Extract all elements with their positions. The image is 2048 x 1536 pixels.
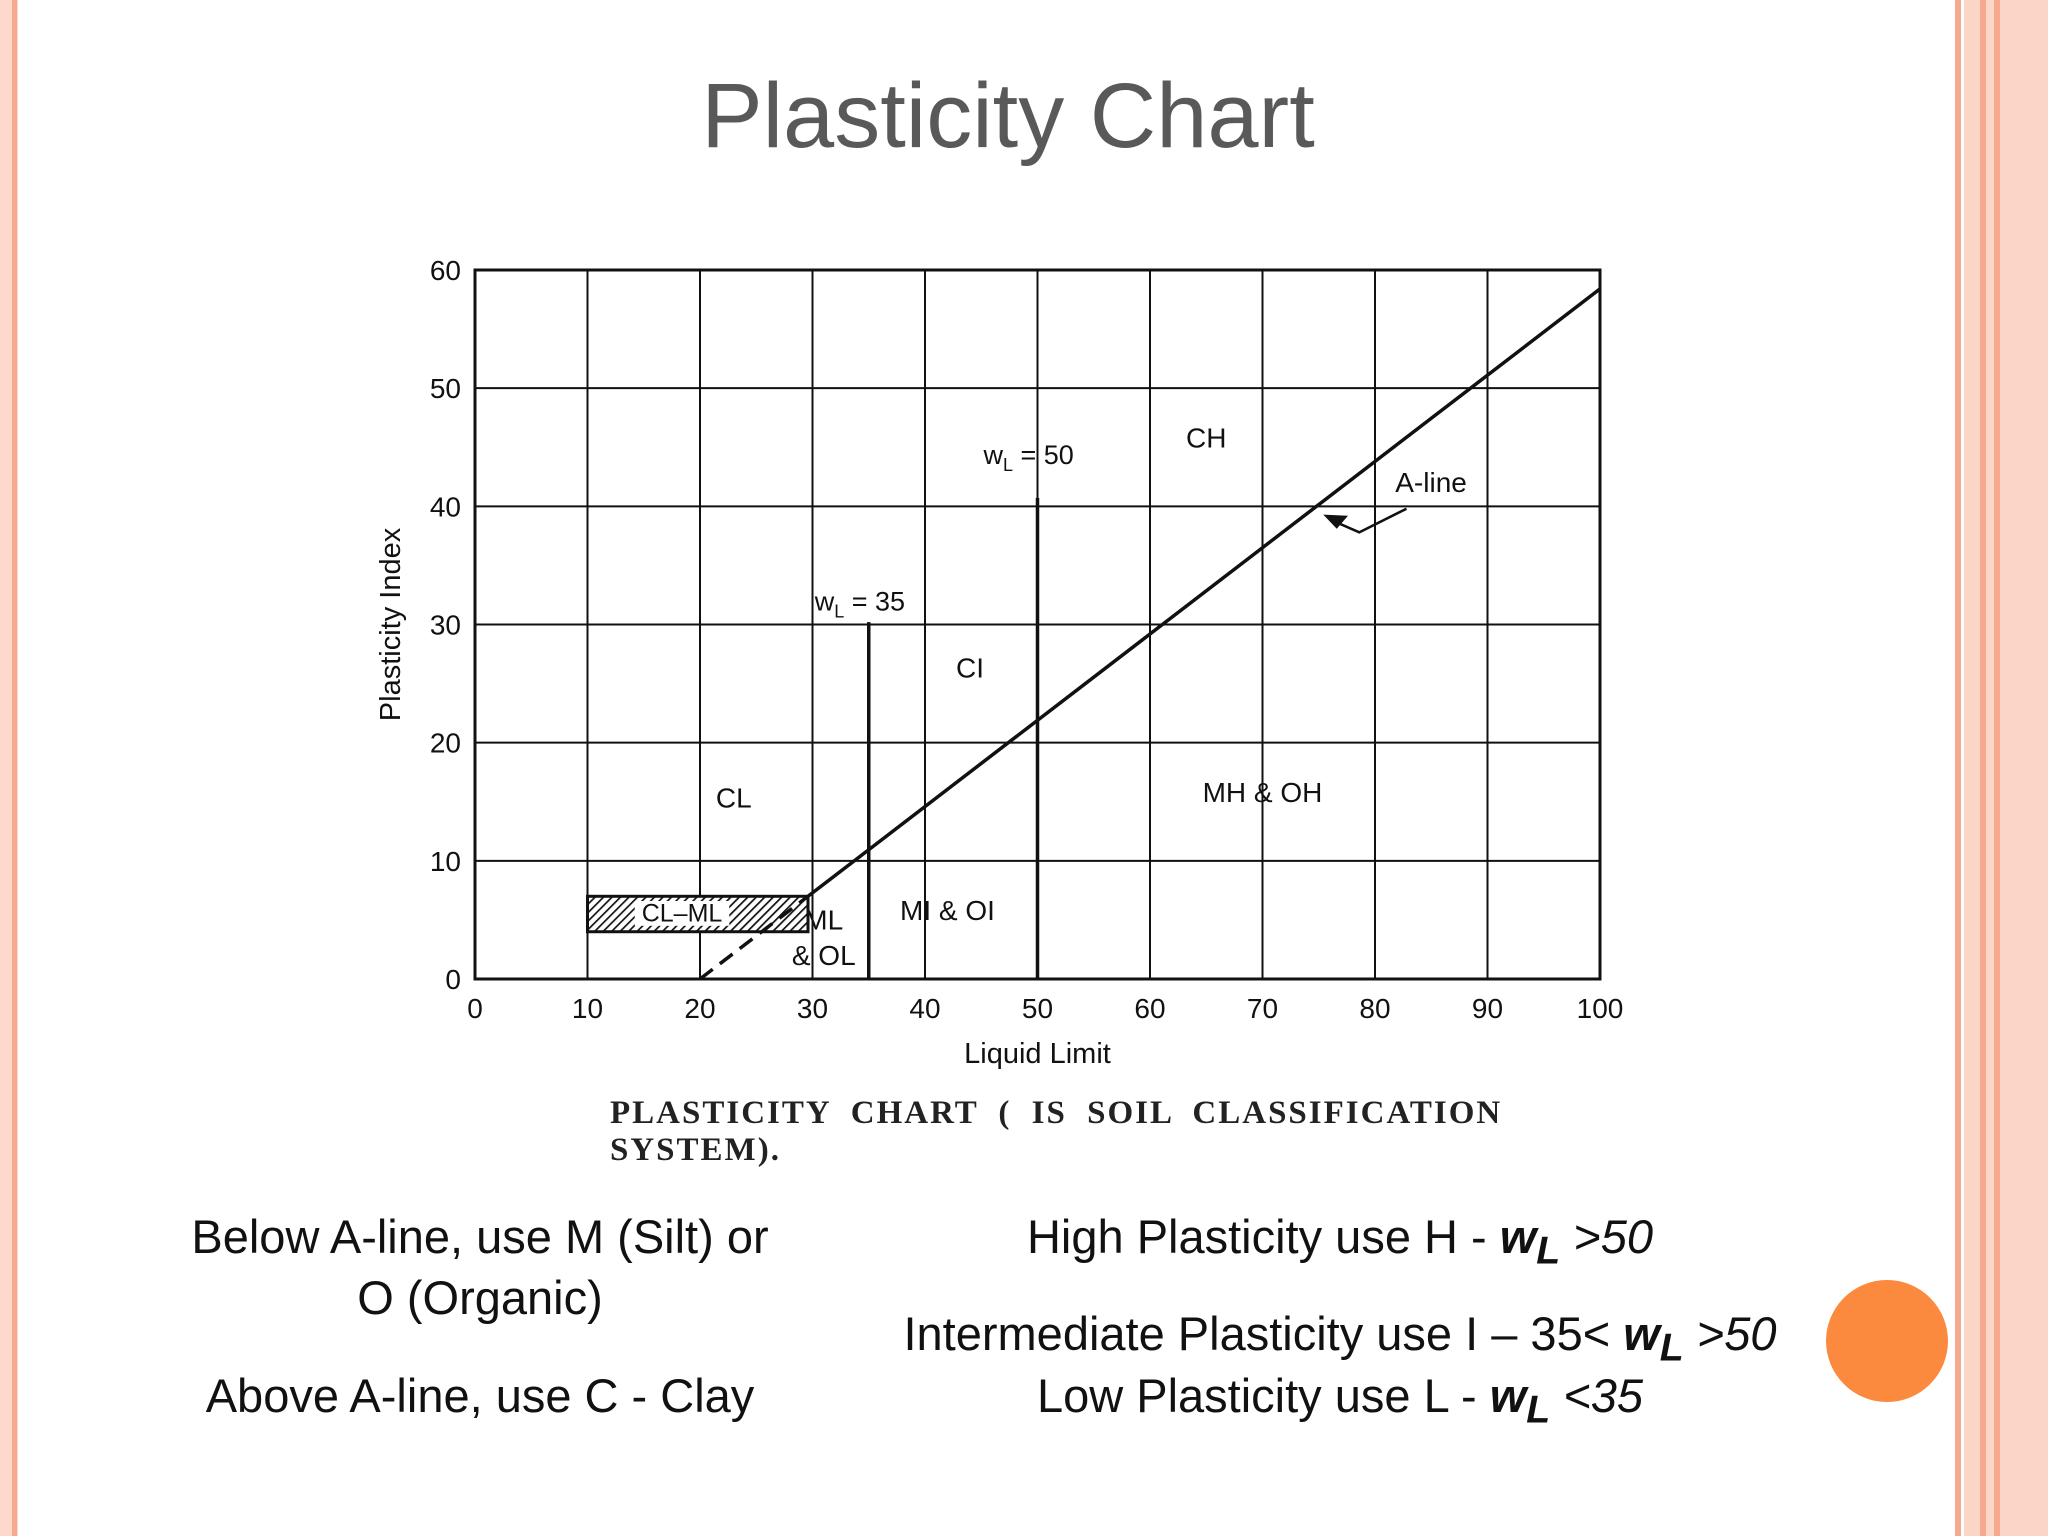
a-line-arrowhead [1323, 514, 1348, 529]
wl-label-50: wL = 50 [983, 440, 1074, 475]
x-tick-label-70: 70 [1247, 993, 1278, 1024]
note-high-sub: L [1536, 1229, 1561, 1273]
note-high-suffix: >50 [1560, 1210, 1654, 1263]
left-border-line [12, 0, 17, 1536]
x-tick-label-20: 20 [684, 993, 715, 1024]
cl-ml-label: CL–ML [642, 900, 723, 928]
a-line [806, 287, 1602, 898]
note-low-suffix: <35 [1550, 1369, 1644, 1422]
note-left-line1: Below A-line, use M (Silt) or [191, 1210, 769, 1263]
a-line-pointer [1331, 507, 1408, 534]
note-inter-prefix: Intermediate Plasticity use I – 35< [903, 1307, 1624, 1360]
region-label-mh-oh: MH & OH [1203, 777, 1323, 808]
a-line-dashed-segment [698, 894, 810, 981]
note-high-plasticity: High Plasticity use H - wL >50 [950, 1207, 1730, 1281]
y-tick-label-60: 60 [430, 255, 461, 286]
note-high-prefix: High Plasticity use H - [1026, 1210, 1500, 1263]
slide-title: Plasticity Chart [701, 65, 1315, 167]
note-inter-var: w [1623, 1307, 1660, 1360]
region-label-ch: CH [1186, 422, 1226, 453]
y-tick-label-30: 30 [430, 610, 461, 641]
y-tick-label-50: 50 [430, 373, 461, 404]
region-label-cl: CL [716, 783, 752, 814]
note-low-plasticity: Low Plasticity use L - wL <35 [950, 1366, 1730, 1440]
a-line-label: A-line [1395, 467, 1467, 498]
y-tick-label-40: 40 [430, 491, 461, 522]
region-label-mi-oi: MI & OI [900, 895, 995, 926]
note-low-sub: L [1526, 1388, 1551, 1432]
x-tick-label-10: 10 [572, 993, 603, 1024]
right-border-line-3 [1994, 0, 2000, 1536]
x-tick-label-90: 90 [1472, 993, 1503, 1024]
x-axis-label: Liquid Limit [964, 1038, 1111, 1070]
y-axis-label: Plasticity Index [375, 527, 407, 721]
x-tick-label-50: 50 [1022, 993, 1053, 1024]
note-high-var: w [1499, 1210, 1537, 1263]
right-border-line-2 [1980, 0, 1986, 1536]
note-intermediate-plasticity: Intermediate Plasticity use I – 35< wL >… [850, 1304, 1830, 1378]
cl-ml-label-background [634, 901, 730, 926]
y-tick-label-0: 0 [445, 964, 461, 995]
plasticity-chart: 0 10 20 30 40 50 60 70 80 90 100 0 10 20 30 40 50 60 Liqui… [375, 255, 1624, 1070]
note-low-prefix: Low Plasticity use L - [1036, 1369, 1490, 1422]
region-label--ol: & OL [792, 940, 856, 971]
region-label-ml: ML [804, 904, 843, 935]
y-tick-label-10: 10 [430, 846, 461, 877]
note-inter-suffix: >50 [1683, 1307, 1777, 1360]
note-low-var: w [1489, 1369, 1527, 1422]
right-border-panel [1964, 0, 2048, 1536]
x-tick-label-0: 0 [467, 993, 483, 1024]
region-label-ci: CI [956, 653, 984, 684]
right-border-line-1 [1955, 0, 1961, 1536]
x-tick-label-40: 40 [909, 993, 940, 1024]
chart-caption: PLASTICITY CHART ( IS SOIL CLASSIFICATIO… [610, 1095, 1503, 1168]
note-left-line2: O (Organic) [357, 1271, 603, 1324]
x-tick-label-80: 80 [1359, 993, 1390, 1024]
y-tick-label-20: 20 [430, 728, 461, 759]
note-left-line3: Above A-line, use C - Clay [205, 1369, 755, 1422]
x-tick-label-60: 60 [1134, 993, 1165, 1024]
note-inter-sub: L [1659, 1326, 1684, 1370]
wl-label-35: wL = 35 [814, 586, 905, 621]
x-tick-label-100: 100 [1577, 993, 1624, 1024]
orange-circle-decoration [1826, 1280, 1948, 1402]
x-tick-label-30: 30 [797, 993, 828, 1024]
